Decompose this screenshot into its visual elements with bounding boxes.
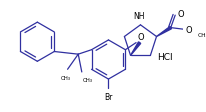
Text: Br: Br [104, 92, 113, 101]
Text: O: O [186, 26, 192, 35]
Text: CH₃: CH₃ [61, 75, 71, 80]
Text: CH₃: CH₃ [83, 78, 93, 83]
Text: HCl: HCl [158, 53, 173, 62]
Polygon shape [131, 42, 141, 56]
Text: O: O [138, 33, 144, 41]
Text: CH₃: CH₃ [197, 33, 206, 38]
Polygon shape [157, 27, 171, 37]
Text: O: O [178, 10, 185, 19]
Text: NH: NH [133, 12, 144, 21]
